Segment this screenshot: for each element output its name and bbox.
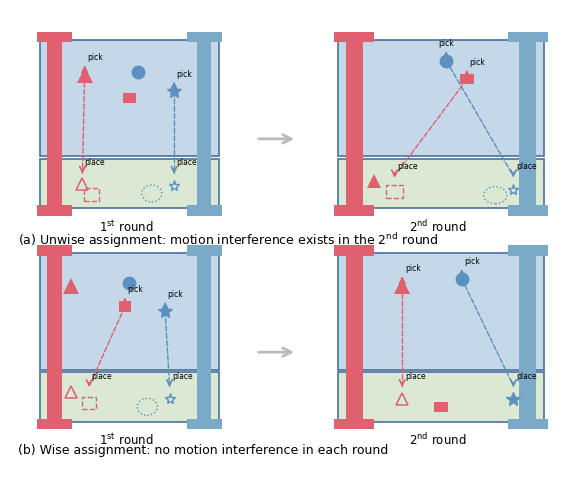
Text: pick: pick: [469, 58, 485, 67]
Text: place: place: [91, 372, 112, 380]
Bar: [346, 32, 363, 216]
Bar: [47, 246, 62, 429]
Bar: [434, 402, 448, 412]
Bar: [119, 302, 131, 312]
Bar: [37, 32, 72, 42]
Bar: [40, 159, 219, 208]
Text: place: place: [397, 162, 417, 171]
Text: $1^{\mathrm{st}}$ round: $1^{\mathrm{st}}$ round: [99, 433, 153, 448]
Text: place: place: [85, 158, 105, 167]
Bar: [37, 205, 72, 216]
Text: pick: pick: [168, 290, 183, 299]
Bar: [82, 397, 96, 409]
Bar: [338, 40, 544, 156]
Bar: [187, 246, 222, 255]
Text: place: place: [405, 372, 425, 380]
Text: place: place: [516, 372, 537, 380]
Text: pick: pick: [465, 257, 480, 266]
Text: pick: pick: [405, 264, 420, 273]
Text: pick: pick: [439, 39, 454, 49]
Bar: [346, 246, 363, 429]
Bar: [338, 253, 544, 370]
Text: $2^{\mathrm{nd}}$ round: $2^{\mathrm{nd}}$ round: [409, 219, 467, 235]
Bar: [40, 253, 219, 370]
Bar: [507, 205, 547, 216]
Bar: [187, 205, 222, 216]
Text: place: place: [176, 158, 197, 167]
Bar: [40, 372, 219, 422]
Bar: [507, 419, 547, 429]
Bar: [507, 246, 547, 255]
Bar: [334, 205, 375, 216]
Text: place: place: [516, 162, 537, 171]
Bar: [187, 419, 222, 429]
Text: pick: pick: [87, 54, 103, 62]
Bar: [334, 32, 375, 42]
Bar: [37, 246, 72, 255]
Bar: [519, 32, 536, 216]
Text: pick: pick: [127, 285, 143, 295]
Bar: [386, 186, 403, 197]
Bar: [84, 188, 99, 200]
Bar: [507, 32, 547, 42]
Bar: [187, 32, 222, 42]
Text: (a) Unwise assignment: motion interference exists in the $2^{\mathrm{nd}}$ round: (a) Unwise assignment: motion interferen…: [18, 231, 439, 249]
Bar: [519, 246, 536, 429]
Bar: [460, 74, 474, 84]
Text: (b) Wise assignment: no motion interference in each round: (b) Wise assignment: no motion interfere…: [18, 444, 388, 457]
Bar: [197, 32, 212, 216]
Bar: [40, 40, 219, 156]
Bar: [37, 419, 72, 429]
Bar: [338, 372, 544, 422]
Text: pick: pick: [176, 70, 192, 79]
Text: $1^{\mathrm{st}}$ round: $1^{\mathrm{st}}$ round: [99, 219, 153, 235]
Bar: [334, 246, 375, 255]
Bar: [338, 159, 544, 208]
Bar: [197, 246, 212, 429]
Text: $2^{\mathrm{nd}}$ round: $2^{\mathrm{nd}}$ round: [409, 433, 467, 448]
Bar: [47, 32, 62, 216]
Text: place: place: [172, 372, 192, 380]
Bar: [123, 93, 135, 103]
Bar: [334, 419, 375, 429]
